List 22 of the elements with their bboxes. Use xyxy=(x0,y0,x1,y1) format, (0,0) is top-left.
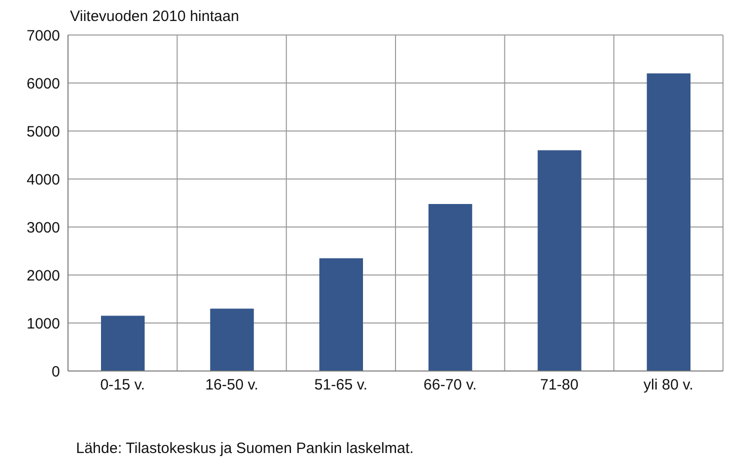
y-tick-label: 6000 xyxy=(26,75,60,92)
bar xyxy=(428,204,472,371)
y-tick-label: 0 xyxy=(52,363,60,380)
bar xyxy=(319,258,363,371)
y-tick-label: 2000 xyxy=(26,267,60,284)
bar xyxy=(101,316,145,371)
x-tick-label: 16-50 v. xyxy=(205,376,258,394)
x-tick-label: 0-15 v. xyxy=(100,376,145,394)
y-tick-label: 7000 xyxy=(26,27,60,44)
x-tick-label: yli 80 v. xyxy=(644,376,694,394)
y-tick-label: 3000 xyxy=(26,219,60,236)
x-tick-label: 71-80 xyxy=(540,376,578,394)
bar xyxy=(538,150,582,371)
y-tick-label: 4000 xyxy=(26,171,60,188)
y-tick-label: 1000 xyxy=(26,315,60,332)
bar xyxy=(646,73,690,371)
x-tick-label: 66-70 v. xyxy=(424,376,477,394)
y-axis-title: Viitevuoden 2010 hintaan xyxy=(70,8,240,25)
text: Lähde: Tilastokeskus ja Suomen Pankin laskelmat. xyxy=(76,440,414,457)
y-tick-label: 5000 xyxy=(26,123,60,140)
bar xyxy=(210,308,254,371)
x-tick-label: 51-65 v. xyxy=(314,376,368,394)
